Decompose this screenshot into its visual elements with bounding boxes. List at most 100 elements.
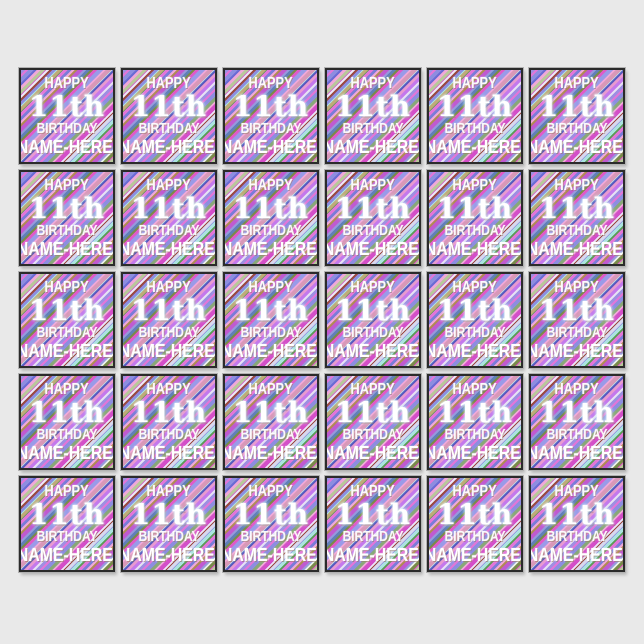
age-label: 11th — [334, 90, 412, 123]
name-placeholder-label: NAME-HERE! — [325, 341, 421, 361]
age-label: 11th — [28, 90, 106, 123]
birthday-label: BIRTHDAY — [546, 426, 608, 443]
age-label: 11th — [28, 192, 106, 225]
name-placeholder-label: NAME-HERE! — [121, 443, 217, 463]
happy-label: HAPPY — [44, 483, 90, 500]
tile-text-block: HAPPY 11th BIRTHDAY NAME-HERE! — [225, 70, 317, 162]
tile-text-block: HAPPY 11th BIRTHDAY NAME-HERE! — [123, 478, 215, 570]
happy-label: HAPPY — [146, 381, 192, 398]
tile-text-block: HAPPY 11th BIRTHDAY NAME-HERE! — [123, 274, 215, 366]
diagonal-stripes-background — [531, 376, 623, 468]
happy-label: HAPPY — [554, 75, 600, 92]
tile-text-block: HAPPY 11th BIRTHDAY NAME-HERE! — [429, 274, 521, 366]
birthday-tile: HAPPY 11th BIRTHDAY NAME-HERE! — [325, 374, 421, 470]
birthday-tile: HAPPY 11th BIRTHDAY NAME-HERE! — [223, 374, 319, 470]
happy-label: HAPPY — [248, 381, 294, 398]
diagonal-stripes-background — [327, 70, 419, 162]
happy-label: HAPPY — [44, 177, 90, 194]
birthday-tile: HAPPY 11th BIRTHDAY NAME-HERE! — [427, 272, 523, 368]
diagonal-stripes-background — [21, 172, 113, 264]
happy-label: HAPPY — [350, 279, 396, 296]
name-placeholder-label: NAME-HERE! — [121, 137, 217, 157]
birthday-tile: HAPPY 11th BIRTHDAY NAME-HERE! — [121, 170, 217, 266]
birthday-label: BIRTHDAY — [546, 120, 608, 137]
birthday-label: BIRTHDAY — [36, 222, 98, 239]
happy-label: HAPPY — [554, 381, 600, 398]
birthday-label: BIRTHDAY — [138, 222, 200, 239]
birthday-tile: HAPPY 11th BIRTHDAY NAME-HERE! — [19, 68, 115, 164]
tile-text-block: HAPPY 11th BIRTHDAY NAME-HERE! — [225, 274, 317, 366]
happy-label: HAPPY — [44, 75, 90, 92]
age-label: 11th — [538, 192, 616, 225]
diagonal-stripes-background — [429, 172, 521, 264]
happy-label: HAPPY — [248, 279, 294, 296]
name-placeholder-label: NAME-HERE! — [223, 341, 319, 361]
birthday-label: BIRTHDAY — [342, 222, 404, 239]
name-placeholder-label: NAME-HERE! — [19, 341, 115, 361]
age-label: 11th — [130, 498, 208, 531]
name-placeholder-label: NAME-HERE! — [325, 239, 421, 259]
tile-text-block: HAPPY 11th BIRTHDAY NAME-HERE! — [225, 376, 317, 468]
tile-text-block: HAPPY 11th BIRTHDAY NAME-HERE! — [225, 172, 317, 264]
tile-text-block: HAPPY 11th BIRTHDAY NAME-HERE! — [327, 70, 419, 162]
age-label: 11th — [232, 294, 310, 327]
name-placeholder-label: NAME-HERE! — [529, 545, 625, 565]
name-placeholder-label: NAME-HERE! — [223, 137, 319, 157]
tile-text-block: HAPPY 11th BIRTHDAY NAME-HERE! — [123, 376, 215, 468]
birthday-tile: HAPPY 11th BIRTHDAY NAME-HERE! — [19, 476, 115, 572]
happy-label: HAPPY — [146, 177, 192, 194]
age-label: 11th — [334, 396, 412, 429]
diagonal-stripes-background — [123, 478, 215, 570]
tile-text-block: HAPPY 11th BIRTHDAY NAME-HERE! — [327, 172, 419, 264]
birthday-label: BIRTHDAY — [138, 426, 200, 443]
birthday-label: BIRTHDAY — [444, 426, 506, 443]
name-placeholder-label: NAME-HERE! — [427, 443, 523, 463]
birthday-tile: HAPPY 11th BIRTHDAY NAME-HERE! — [427, 476, 523, 572]
tile-text-block: HAPPY 11th BIRTHDAY NAME-HERE! — [21, 376, 113, 468]
birthday-label: BIRTHDAY — [36, 120, 98, 137]
age-label: 11th — [538, 498, 616, 531]
happy-label: HAPPY — [146, 279, 192, 296]
birthday-tile: HAPPY 11th BIRTHDAY NAME-HERE! — [427, 68, 523, 164]
age-label: 11th — [334, 294, 412, 327]
age-label: 11th — [232, 90, 310, 123]
diagonal-stripes-background — [225, 172, 317, 264]
birthday-label: BIRTHDAY — [240, 528, 302, 545]
name-placeholder-label: NAME-HERE! — [529, 239, 625, 259]
tile-text-block: HAPPY 11th BIRTHDAY NAME-HERE! — [531, 376, 623, 468]
birthday-label: BIRTHDAY — [138, 120, 200, 137]
tile-text-block: HAPPY 11th BIRTHDAY NAME-HERE! — [21, 478, 113, 570]
name-placeholder-label: NAME-HERE! — [19, 545, 115, 565]
birthday-label: BIRTHDAY — [36, 528, 98, 545]
birthday-tile: HAPPY 11th BIRTHDAY NAME-HERE! — [325, 68, 421, 164]
name-placeholder-label: NAME-HERE! — [529, 137, 625, 157]
diagonal-stripes-background — [225, 478, 317, 570]
diagonal-stripes-background — [21, 70, 113, 162]
age-label: 11th — [130, 90, 208, 123]
tile-text-block: HAPPY 11th BIRTHDAY NAME-HERE! — [225, 478, 317, 570]
tile-text-block: HAPPY 11th BIRTHDAY NAME-HERE! — [21, 70, 113, 162]
birthday-tile: HAPPY 11th BIRTHDAY NAME-HERE! — [529, 68, 625, 164]
happy-label: HAPPY — [452, 177, 498, 194]
diagonal-stripes-background — [327, 376, 419, 468]
birthday-tile: HAPPY 11th BIRTHDAY NAME-HERE! — [121, 374, 217, 470]
happy-label: HAPPY — [146, 483, 192, 500]
diagonal-stripes-background — [21, 478, 113, 570]
happy-label: HAPPY — [248, 177, 294, 194]
birthday-tile: HAPPY 11th BIRTHDAY NAME-HERE! — [19, 374, 115, 470]
tile-text-block: HAPPY 11th BIRTHDAY NAME-HERE! — [531, 274, 623, 366]
happy-label: HAPPY — [452, 483, 498, 500]
tile-text-block: HAPPY 11th BIRTHDAY NAME-HERE! — [429, 172, 521, 264]
birthday-tile: HAPPY 11th BIRTHDAY NAME-HERE! — [223, 476, 319, 572]
age-label: 11th — [130, 396, 208, 429]
birthday-tile: HAPPY 11th BIRTHDAY NAME-HERE! — [121, 68, 217, 164]
tile-text-block: HAPPY 11th BIRTHDAY NAME-HERE! — [531, 70, 623, 162]
name-placeholder-label: NAME-HERE! — [427, 137, 523, 157]
tile-text-block: HAPPY 11th BIRTHDAY NAME-HERE! — [21, 274, 113, 366]
age-label: 11th — [232, 396, 310, 429]
tile-text-block: HAPPY 11th BIRTHDAY NAME-HERE! — [429, 376, 521, 468]
birthday-label: BIRTHDAY — [240, 222, 302, 239]
age-label: 11th — [130, 192, 208, 225]
happy-label: HAPPY — [554, 177, 600, 194]
